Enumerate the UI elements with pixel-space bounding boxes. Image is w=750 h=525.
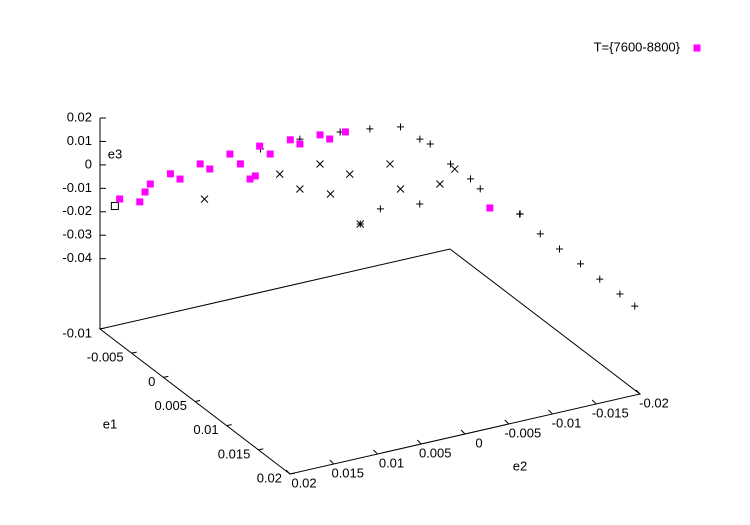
data-point [436, 180, 444, 188]
y-tick [460, 429, 466, 435]
data-point [386, 160, 394, 168]
y-tick [504, 419, 510, 425]
data-point [345, 170, 354, 178]
data-point [296, 140, 304, 148]
x-tick [289, 472, 296, 475]
data-point [356, 220, 365, 228]
z-tick-label: -0.02 [62, 203, 92, 218]
data-point [166, 170, 174, 178]
z-tick-label: 0.01 [67, 133, 92, 148]
x-tick-label: 0.005 [154, 398, 187, 413]
x-tick-label: 0 [148, 374, 155, 389]
data-point [447, 160, 454, 168]
data-point [146, 180, 154, 188]
data-point [556, 245, 563, 253]
y-tick-label: 0.015 [331, 465, 364, 480]
y-tick-label: 0 [475, 435, 482, 450]
data-point [326, 135, 334, 143]
y-tick [373, 449, 378, 455]
x-tick-label: -0.005 [87, 350, 124, 365]
data-point [376, 205, 384, 213]
z-tick-label: -0.03 [62, 227, 92, 242]
data-point [136, 198, 144, 206]
z-tick-label: -0.01 [62, 180, 92, 195]
data-point [266, 150, 274, 158]
y-tick [591, 399, 597, 405]
base-frame [98, 248, 642, 475]
data-point [110, 202, 119, 211]
x-axis-label: e1 [103, 416, 117, 431]
data-point [236, 160, 244, 168]
data-point [426, 140, 434, 148]
x-tick [99, 327, 106, 330]
y-tick-label: -0.015 [592, 405, 629, 420]
data-point [397, 123, 404, 131]
x-tick [226, 424, 232, 427]
data-point [450, 165, 459, 173]
z-tick-label: -0.04 [62, 250, 92, 265]
data-point [326, 190, 335, 198]
y-tick-label: 0.01 [379, 455, 404, 470]
data-point [275, 170, 284, 179]
z-tick-label: 0 [85, 156, 92, 171]
data-point [286, 136, 294, 144]
data-point [316, 131, 324, 139]
data-point [516, 210, 524, 218]
y-tick [635, 389, 641, 395]
x-tick-label: 0.015 [218, 446, 251, 461]
data-point [631, 302, 639, 310]
data-point [416, 200, 424, 208]
y-tick [285, 469, 291, 475]
data-point [596, 275, 604, 283]
x-tick-label: 0.02 [257, 470, 282, 485]
x-tick-label: 0.01 [193, 422, 218, 437]
data-point [196, 160, 204, 168]
data-point [206, 165, 214, 173]
data-point [536, 230, 544, 238]
z-axis-label: e3 [108, 146, 122, 161]
data-point [296, 185, 304, 193]
x-tick [194, 400, 201, 402]
x-tick [258, 448, 264, 451]
y-tick [329, 459, 335, 465]
y-tick [548, 409, 553, 415]
data-point [256, 142, 264, 150]
data-point [141, 188, 149, 196]
y-tick-label: 0.02 [291, 475, 316, 490]
data-point [246, 175, 254, 183]
y-tick-label: -0.02 [639, 395, 669, 410]
y-axis-label: e2 [513, 458, 527, 473]
legend-label: T={7600-8800} [594, 39, 681, 54]
y-tick-label: 0.005 [419, 445, 452, 460]
data-point [176, 175, 184, 183]
x-tick-label: -0.01 [62, 325, 92, 340]
data-point [366, 125, 374, 133]
data-point [467, 175, 474, 183]
data-point [486, 204, 494, 212]
data-point [251, 172, 259, 180]
y-tick [416, 439, 422, 445]
data-point [577, 260, 584, 268]
legend-marker [693, 44, 701, 52]
data-point [116, 195, 124, 203]
data-point [200, 195, 209, 203]
data-point [226, 150, 234, 158]
z-tick-label: 0.02 [67, 109, 92, 124]
x-tick [163, 375, 169, 378]
data-point [416, 135, 424, 143]
data-point [616, 290, 624, 298]
data-point [316, 160, 324, 168]
y-tick-label: -0.01 [552, 415, 582, 430]
x-tick [131, 351, 137, 354]
data-point [476, 185, 484, 193]
y-tick-label: -0.005 [504, 425, 541, 440]
data-point [396, 185, 405, 193]
data-point [341, 128, 349, 136]
